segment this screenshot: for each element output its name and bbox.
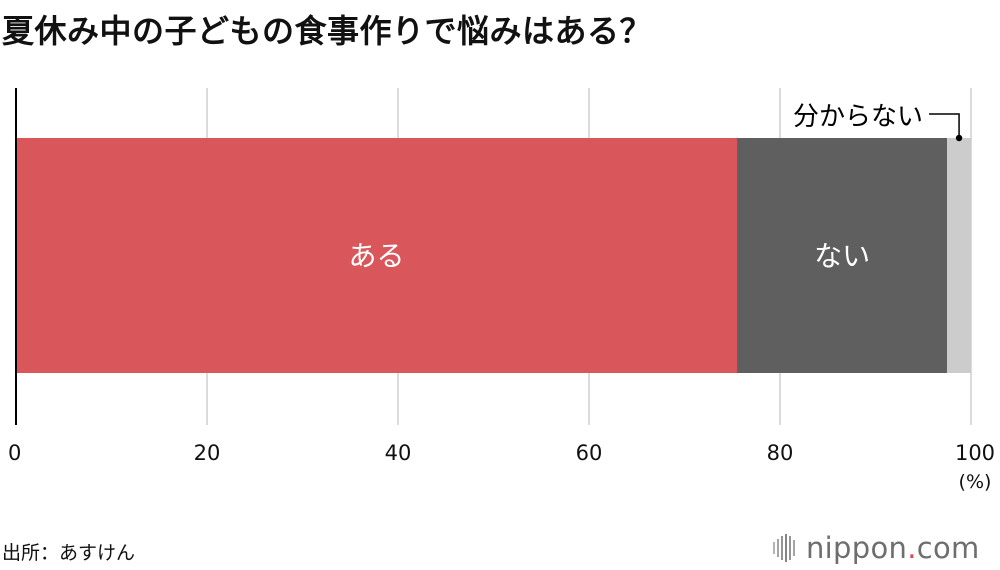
stacked-bar-chart: ある ない 分からない 0 20 40 60 80 100 (%) <box>8 88 995 493</box>
leader-dot <box>955 134 963 142</box>
bar-segment <box>16 138 738 373</box>
bar-segment <box>947 138 971 373</box>
segment-label: ない <box>814 240 870 273</box>
bar-segment <box>737 138 948 373</box>
segment-label: ある <box>349 240 405 273</box>
x-tick-label: 40 <box>385 441 412 465</box>
x-tick-label: 20 <box>194 441 221 465</box>
logo-bars-icon <box>773 534 795 562</box>
x-tick-label: 0 <box>8 441 21 465</box>
chart-title: 夏休み中の子どもの食事作りで悩みはある？ <box>2 12 653 50</box>
x-unit-label: (%) <box>959 471 992 493</box>
segment-label: 分からない <box>793 102 923 132</box>
x-tick-label: 100 <box>955 441 995 465</box>
source-note: 出所：あすけん <box>2 542 136 564</box>
logo-text: nippon.com <box>806 531 980 565</box>
x-tick-label: 60 <box>576 441 603 465</box>
leader-line <box>929 113 960 136</box>
x-tick-label: 80 <box>767 441 794 465</box>
nippon-com-logo: nippon.com <box>772 531 980 565</box>
